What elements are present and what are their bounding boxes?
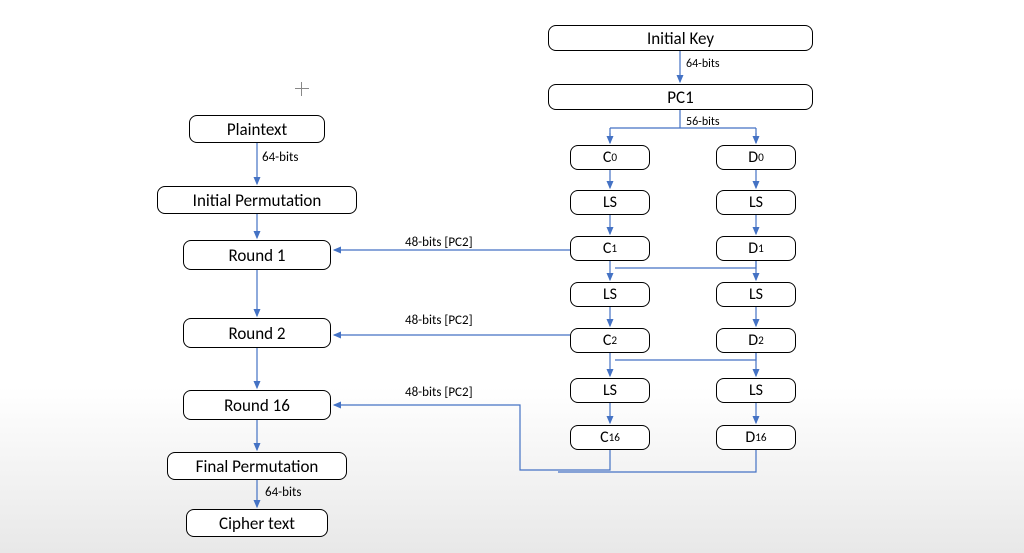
node-ls3d: LS — [716, 378, 796, 403]
node-round2: Round 2 — [183, 318, 331, 348]
node-ls3c: LS — [570, 378, 650, 403]
node-ls2d: LS — [716, 282, 796, 307]
connector-a-d2-join2 — [615, 353, 756, 360]
edge-label-pt_64: 64-bits — [262, 150, 298, 165]
node-c1: C1 — [570, 236, 650, 261]
edge-label-pc2_2: 48-bits [PC2] — [405, 313, 473, 328]
node-d2: D2 — [716, 328, 796, 353]
edge-label-pc2_16: 48-bits [PC2] — [405, 385, 473, 400]
node-fp: Final Permutation — [167, 452, 347, 480]
node-d1: D1 — [716, 236, 796, 261]
insertion-cursor-icon — [295, 82, 309, 96]
edge-label-ct_64: 64-bits — [265, 485, 301, 500]
node-ls1c: LS — [570, 190, 650, 215]
connector-a-d16-dn — [558, 450, 756, 472]
edge-label-key_64: 64-bits — [686, 57, 720, 71]
node-round16: Round 16 — [183, 390, 331, 420]
node-plaintext: Plaintext — [189, 115, 325, 143]
node-initkey: Initial Key — [548, 25, 813, 51]
edge-label-key_56: 56-bits — [686, 115, 720, 129]
edge-label-pc2_1: 48-bits [PC2] — [405, 235, 473, 250]
connector-a-d1-join1 — [615, 261, 756, 268]
node-pc1: PC1 — [548, 84, 813, 110]
node-c16: C16 — [570, 425, 650, 450]
node-round1: Round 1 — [183, 240, 331, 270]
node-c2: C2 — [570, 328, 650, 353]
node-cipher: Cipher text — [186, 509, 328, 537]
connector-a-pc1-split — [610, 110, 756, 143]
node-ls2c: LS — [570, 282, 650, 307]
node-c0: C0 — [570, 145, 650, 170]
connector-a-subkey16 — [334, 405, 560, 470]
node-d16: D16 — [716, 425, 796, 450]
connectors-layer — [0, 0, 1024, 553]
node-ip: Initial Permutation — [157, 186, 357, 214]
node-ls1d: LS — [716, 190, 796, 215]
node-d0: D0 — [716, 145, 796, 170]
connector-a-c16-dn — [560, 450, 610, 470]
